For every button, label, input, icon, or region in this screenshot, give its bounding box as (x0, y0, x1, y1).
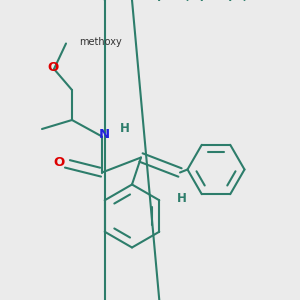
Text: O: O (47, 61, 58, 74)
Text: N: N (99, 128, 110, 141)
Text: O: O (53, 155, 64, 169)
Text: H: H (177, 191, 186, 205)
Text: methoxy: methoxy (80, 37, 122, 47)
Text: H: H (120, 122, 129, 135)
